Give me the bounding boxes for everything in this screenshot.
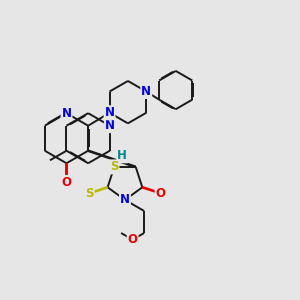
Text: N: N bbox=[61, 107, 71, 120]
Text: N: N bbox=[141, 85, 151, 98]
Text: S: S bbox=[110, 160, 118, 173]
Text: H: H bbox=[117, 149, 127, 162]
Text: O: O bbox=[155, 187, 166, 200]
Text: N: N bbox=[105, 119, 115, 132]
Text: O: O bbox=[61, 176, 71, 189]
Text: O: O bbox=[128, 233, 138, 246]
Text: N: N bbox=[105, 106, 115, 119]
Text: N: N bbox=[120, 194, 130, 206]
Text: S: S bbox=[85, 187, 94, 200]
